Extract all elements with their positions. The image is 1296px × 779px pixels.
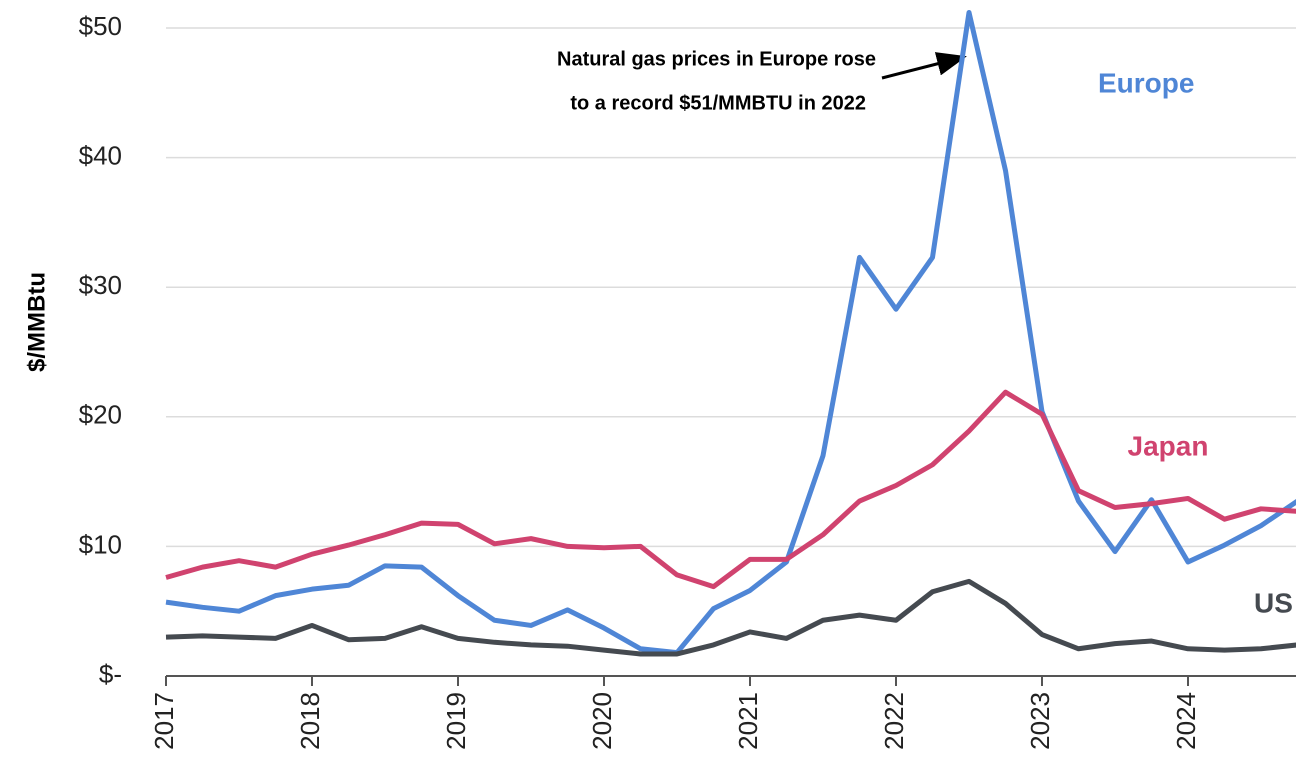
y-tick-label: $20 xyxy=(79,400,122,430)
y-tick-label: $30 xyxy=(79,270,122,300)
x-tick-label: 2024 xyxy=(1171,692,1201,750)
series-label: Japan xyxy=(1128,430,1209,461)
x-tick-label: 2017 xyxy=(149,692,179,750)
x-tick-label: 2023 xyxy=(1025,692,1055,750)
series-line xyxy=(165,578,1296,657)
plot xyxy=(165,9,1296,657)
annotation: Natural gas prices in Europe rose xyxy=(557,48,876,70)
x-tick-label: 2022 xyxy=(879,692,909,750)
x-tick-label: 2018 xyxy=(295,692,325,750)
y-axis-label: $/MMBtu xyxy=(23,272,50,372)
y-tick-label: $40 xyxy=(79,140,122,170)
annotation-arrow xyxy=(881,52,967,80)
x-tick-label: 2021 xyxy=(733,692,763,750)
series-line xyxy=(165,9,1296,656)
series-line xyxy=(165,389,1296,590)
annotation: to a record $51/MMBTU in 2022 xyxy=(570,92,866,114)
y-tick-label: $50 xyxy=(79,11,122,41)
series-label: Europe xyxy=(1098,67,1194,98)
x-tick-label: 2020 xyxy=(587,692,617,750)
y-tick-label: $10 xyxy=(79,529,122,559)
y-tick-label: $- xyxy=(99,659,122,689)
x-tick-label: 2019 xyxy=(441,692,471,750)
series-label: US xyxy=(1254,587,1293,618)
